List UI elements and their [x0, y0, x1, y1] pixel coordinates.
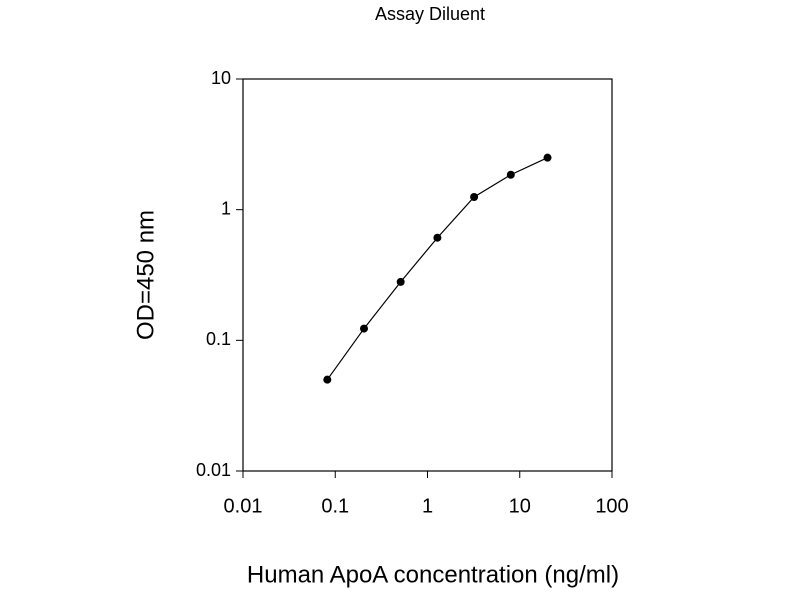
x-tick-label: 10 [509, 495, 531, 517]
data-point [323, 375, 332, 384]
y-tick-label: 10 [211, 68, 231, 88]
chart-title: Assay Diluent [375, 4, 485, 24]
x-axis-label: Human ApoA concentration (ng/ml) [247, 561, 619, 588]
data-point [470, 193, 479, 202]
data-point [360, 324, 369, 333]
data-point [396, 277, 405, 286]
plot-frame [242, 78, 613, 472]
data-point [433, 233, 442, 242]
y-tick-label: 0.01 [196, 460, 231, 480]
x-tick-label: 0.01 [224, 495, 263, 517]
x-tick-label: 100 [595, 495, 628, 517]
x-tick-label: 1 [422, 495, 433, 517]
x-tick-label: 0.1 [321, 495, 349, 517]
y-tick-label: 0.1 [206, 329, 231, 349]
y-tick-label: 1 [221, 198, 231, 218]
data-point [543, 153, 552, 162]
data-point [506, 170, 515, 179]
series-line [326, 157, 548, 381]
y-axis-label: OD=450 nm [132, 210, 159, 340]
